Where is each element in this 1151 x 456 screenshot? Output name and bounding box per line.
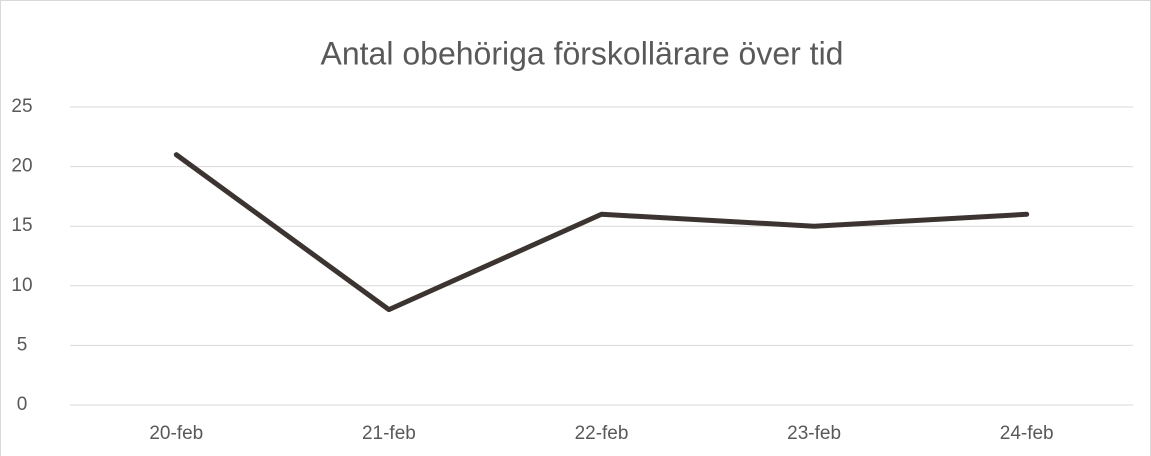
chart-title: Antal obehöriga förskollärare över tid [321, 35, 844, 71]
y-tick-label: 15 [11, 215, 32, 236]
y-tick-label: 20 [11, 156, 32, 177]
y-tick-label: 10 [11, 275, 32, 296]
y-tick-label: 0 [17, 394, 28, 415]
y-tick-label: 25 [11, 96, 32, 117]
data-line [173, 152, 1030, 313]
x-tick-label: 20-feb [149, 423, 203, 444]
x-tick-label: 24-feb [1000, 423, 1054, 444]
x-tick-label: 21-feb [362, 423, 416, 444]
x-tick-label: 23-feb [787, 423, 841, 444]
y-tick-label: 5 [17, 334, 28, 355]
x-tick-label: 22-feb [575, 423, 629, 444]
